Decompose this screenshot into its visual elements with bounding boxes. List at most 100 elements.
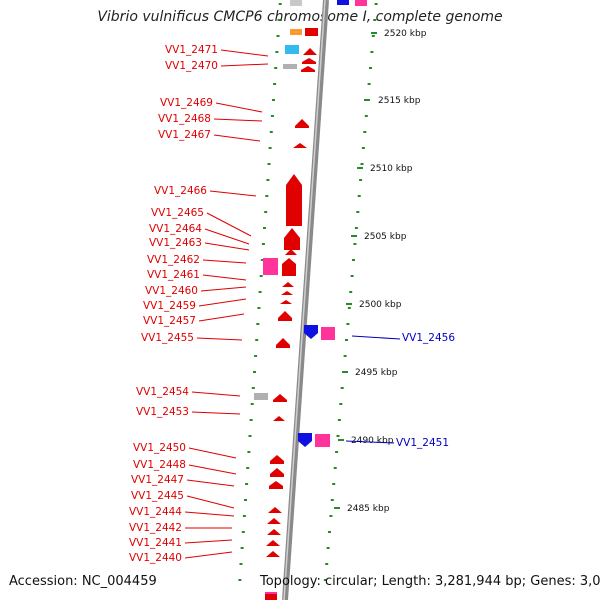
gene-label[interactable]: VV1_2447 [131, 474, 184, 486]
kbp-label: 2500 kbp [359, 300, 402, 310]
leader-line [188, 464, 237, 475]
map-title: Vibrio vulnificus CMCP6 chromosome I, co… [97, 9, 503, 25]
leader-line [204, 242, 250, 251]
gene-label[interactable]: VV1_2469 [160, 97, 213, 109]
leader-line [220, 49, 269, 57]
leader-line [215, 102, 263, 113]
gene-feature-blue[interactable] [337, 0, 349, 5]
gene-feature-red[interactable] [305, 28, 318, 36]
gene-feature-orange[interactable] [290, 29, 302, 35]
gene-label[interactable]: VV1_2450 [133, 442, 186, 454]
leader-line [184, 511, 235, 517]
gene-label[interactable]: VV1_2461 [147, 269, 200, 281]
gene-arrow-forward[interactable] [270, 455, 284, 464]
gene-arrow-forward[interactable] [293, 143, 307, 148]
leader-line [188, 447, 237, 459]
leader-line [345, 440, 395, 444]
gene-features [254, 0, 367, 600]
left-leader-lines [184, 49, 269, 559]
gene-label[interactable]: VV1_2465 [151, 207, 204, 219]
kbp-labels: 2520 kbp 2515 kbp 2510 kbp 2505 kbp 2500… [347, 29, 427, 514]
gene-arrow-forward[interactable] [267, 518, 281, 524]
gene-label[interactable]: VV1_2463 [149, 237, 202, 249]
gene-arrow-forward[interactable] [282, 258, 296, 276]
gene-label[interactable]: VV1_2454 [136, 386, 189, 398]
gene-arrow-forward[interactable] [273, 416, 285, 421]
gene-arrow-forward[interactable] [302, 58, 316, 64]
gene-arrow-forward[interactable] [276, 338, 290, 348]
leader-line [351, 335, 401, 340]
gene-feature-grey[interactable] [290, 0, 302, 6]
gene-label[interactable]: VV1_2470 [165, 60, 218, 72]
gene-label[interactable]: VV1_2466 [154, 185, 207, 197]
left-gene-labels: VV1_2471 VV1_2470 VV1_2469 VV1_2468 VV1_… [129, 44, 218, 564]
gene-arrow-forward[interactable] [268, 507, 282, 513]
gene-label[interactable]: VV1_2464 [149, 223, 202, 235]
leader-line [213, 118, 263, 122]
gene-label[interactable]: VV1_2441 [129, 537, 182, 549]
gene-label[interactable]: VV1_2468 [158, 113, 211, 125]
gene-arrow-forward[interactable] [295, 119, 309, 128]
gene-label[interactable]: VV1_2440 [129, 552, 182, 564]
gene-label[interactable]: VV1_2467 [158, 129, 211, 141]
gene-arrow-forward[interactable] [266, 551, 280, 557]
leader-line [206, 212, 252, 237]
gene-label[interactable]: VV1_2462 [147, 254, 200, 266]
gene-arrow-forward[interactable] [270, 468, 284, 477]
gene-arrow-reverse[interactable] [304, 325, 318, 339]
leader-line [200, 286, 247, 292]
kbp-label: 2485 kbp [347, 504, 390, 514]
gene-arrow-forward[interactable] [267, 529, 281, 535]
gene-arrow-forward[interactable] [281, 291, 293, 295]
leader-line [186, 479, 235, 487]
gene-arrow-forward[interactable] [282, 282, 294, 287]
gene-label[interactable]: VV1_2456 [402, 332, 455, 344]
gene-arrow-forward[interactable] [280, 300, 292, 304]
gene-arrow-reverse[interactable] [298, 433, 312, 447]
gene-feature-grey[interactable] [254, 393, 268, 400]
gene-label[interactable]: VV1_2448 [133, 459, 186, 471]
kbp-label: 2510 kbp [370, 164, 413, 174]
leader-line [209, 190, 257, 197]
gene-feature-cyan[interactable] [285, 45, 299, 54]
leader-line [186, 495, 235, 509]
gene-arrow-forward[interactable] [278, 311, 292, 321]
gene-arrow-forward[interactable] [285, 249, 297, 255]
gene-feature-pink[interactable] [321, 327, 335, 340]
gene-arrow-forward[interactable] [273, 394, 287, 402]
gene-label[interactable]: VV1_2455 [141, 332, 194, 344]
leader-line [202, 274, 247, 281]
genome-backbone [282, 0, 329, 600]
gene-label[interactable]: VV1_2460 [145, 285, 198, 297]
leader-line [202, 259, 247, 264]
gene-feature-grey[interactable] [283, 64, 297, 69]
gene-arrow-forward[interactable] [303, 48, 317, 55]
gene-feature-pink[interactable] [355, 0, 367, 6]
gene-arrow-forward[interactable] [301, 66, 315, 72]
gene-label[interactable]: VV1_2445 [131, 490, 184, 502]
gene-arrow-forward[interactable] [284, 228, 300, 250]
gene-label[interactable]: VV1_2444 [129, 506, 182, 518]
outer-tick-track [323, 3, 378, 581]
gene-label[interactable]: VV1_2453 [136, 406, 189, 418]
gene-label[interactable]: VV1_2459 [143, 300, 196, 312]
gene-label[interactable]: VV1_2471 [165, 44, 218, 56]
leader-line [204, 228, 250, 245]
gene-arrow-forward[interactable] [266, 540, 280, 546]
gene-feature-pink[interactable] [315, 434, 330, 447]
leader-line [184, 551, 233, 559]
leader-line [191, 391, 241, 397]
gene-label[interactable]: VV1_2457 [143, 315, 196, 327]
gene-arrow-forward[interactable] [269, 481, 283, 489]
gene-label[interactable]: VV1_2451 [396, 437, 449, 449]
genome-backbone-highlight [283, 0, 326, 600]
gene-feature-red[interactable] [265, 594, 277, 600]
kbp-label: 2495 kbp [355, 368, 398, 378]
gene-feature-pink[interactable] [263, 258, 278, 275]
leader-line [196, 337, 243, 341]
gene-arrow-forward-large[interactable] [286, 174, 302, 226]
gene-label[interactable]: VV1_2442 [129, 522, 182, 534]
leader-line [184, 539, 233, 544]
